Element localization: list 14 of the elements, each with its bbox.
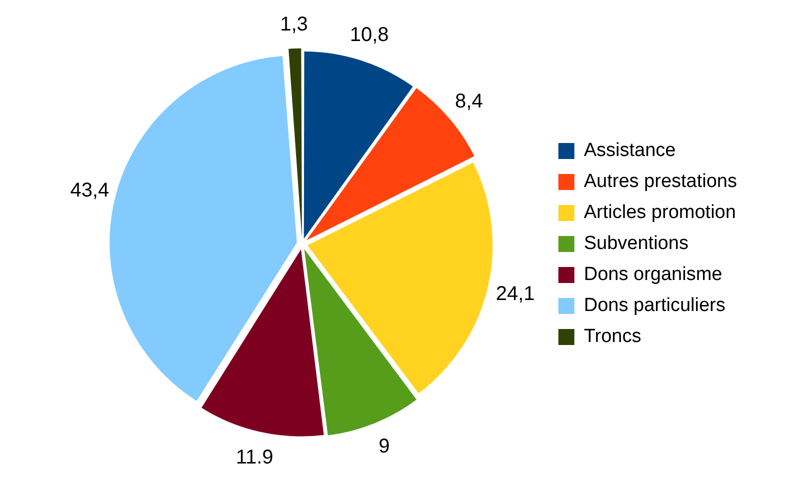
data-label: 8,4: [455, 90, 483, 113]
legend-label: Assistance: [584, 140, 676, 162]
data-label: 1,3: [280, 14, 308, 36]
data-label: 43,4: [70, 180, 110, 202]
legend-label: Dons organisme: [584, 264, 722, 286]
data-label: 11.9: [236, 446, 274, 468]
legend-label: Troncs: [584, 326, 642, 348]
legend-label: Subventions: [584, 233, 688, 254]
legend-label: Articles promotion: [584, 202, 736, 224]
data-label: 10,8: [350, 24, 389, 46]
data-label: 24,1: [496, 282, 535, 305]
legend-label: Dons particuliers: [584, 295, 726, 316]
legend-label: Autres prestations: [584, 171, 738, 192]
data-label: 9: [378, 436, 390, 458]
